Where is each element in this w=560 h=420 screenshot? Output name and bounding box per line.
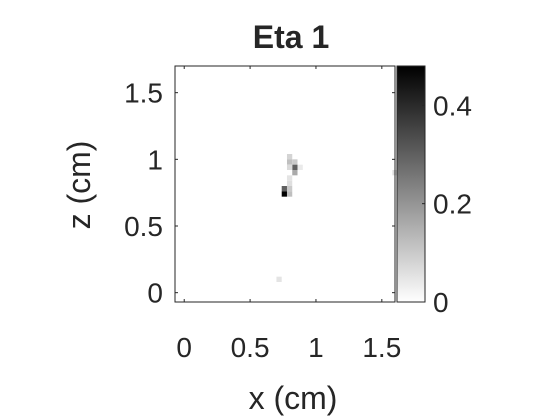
axes-frame — [174, 65, 396, 303]
heatmap-cell-9 — [281, 186, 287, 192]
x-tick-label: 1 — [308, 332, 324, 363]
colorbar-tick-label: 0.4 — [433, 90, 472, 121]
heatmap-cell-11 — [281, 191, 287, 197]
heatmap-cell-8 — [286, 180, 293, 186]
plot-area: 0 0.5 1 1.5 0 0.5 1 1.5 — [124, 65, 401, 363]
heatmap-cell-7 — [286, 175, 293, 181]
colorbar: 0 0.2 0.4 — [396, 65, 472, 318]
heatmap-cell-13 — [276, 276, 282, 282]
y-axis-label: z (cm) — [61, 141, 97, 230]
x-tick-label: 0.5 — [231, 332, 270, 363]
plot-background — [175, 66, 395, 302]
heatmap-cell-12 — [286, 191, 293, 197]
heatmap-cell-10 — [286, 186, 293, 192]
y-tick-label: 1 — [147, 144, 163, 175]
heatmap-cell-3 — [292, 164, 298, 170]
x-tick-label: 1.5 — [362, 332, 401, 363]
y-tick-label: 0.5 — [124, 211, 163, 242]
y-tick-label: 1.5 — [124, 78, 163, 109]
heatmap-cell-4 — [286, 164, 293, 170]
chart-title: Eta 1 — [253, 19, 329, 55]
heatmap-cell-6 — [292, 170, 298, 176]
x-axis-label: x (cm) — [249, 380, 338, 416]
heatmap-cell-1 — [286, 159, 293, 165]
colorbar-gradient — [396, 65, 426, 303]
colorbar-tick-label: 0 — [433, 287, 449, 318]
y-tick-label: 0 — [147, 278, 163, 309]
heatmap-cell-5 — [297, 164, 303, 170]
x-tick-label: 0 — [176, 332, 192, 363]
heatmap-cell-2 — [292, 159, 298, 165]
colorbar-tick-label: 0.2 — [433, 189, 472, 220]
heatmap-cell-0 — [286, 154, 293, 160]
